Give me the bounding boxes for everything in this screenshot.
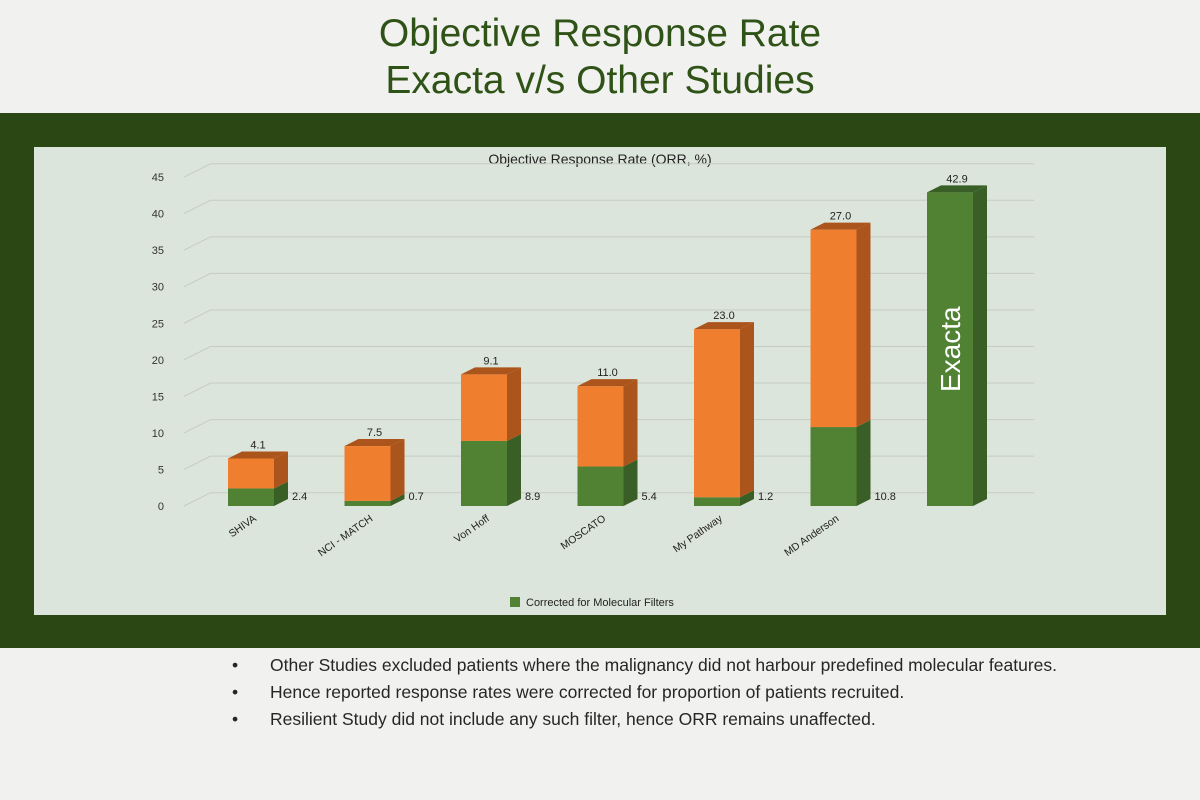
bars xyxy=(228,185,987,506)
category-label: MD Anderson xyxy=(782,513,841,559)
bar-reported xyxy=(577,386,624,467)
note-item: • Other Studies excluded patients where t… xyxy=(230,655,1130,676)
bar-reported xyxy=(461,374,507,441)
bar-reported-side xyxy=(390,439,405,501)
category-label: Von Hoff xyxy=(452,513,492,546)
bar-corrected-side xyxy=(623,459,638,506)
gridline xyxy=(183,236,1034,251)
bar-corrected-side xyxy=(973,185,987,506)
chart-frame: Objective Response Rate (ORR, %) 0 5 10 15 2… xyxy=(0,113,1200,648)
slide-title-line-2: Exacta v/s Other Studies xyxy=(385,59,815,102)
y-axis-ticks: 0 5 10 15 20 25 30 35 40 45 xyxy=(152,172,164,513)
bar-corrected-top xyxy=(927,185,987,193)
data-label-top: 42.9 xyxy=(946,173,967,185)
bar-reported-top xyxy=(694,322,754,330)
bar-reported-top xyxy=(810,222,871,230)
bar-corrected-side xyxy=(390,493,405,506)
bar-reported xyxy=(344,446,391,501)
bar-reported-top xyxy=(577,379,638,387)
orr-bar-chart: Objective Response Rate (ORR, %) 0 5 10 15 2… xyxy=(152,151,1034,609)
bar-corrected xyxy=(927,192,973,506)
slide-title: Objective Response Rate Exacta v/s Other… xyxy=(0,10,1200,104)
legend: Corrected for Molecular Filters xyxy=(510,597,674,609)
data-label-top: 9.1 xyxy=(483,355,498,367)
legend-swatch-corrected xyxy=(510,597,520,607)
data-label-top: 27.0 xyxy=(830,211,851,223)
y-tick-label: 0 xyxy=(158,501,164,513)
y-tick-label: 5 xyxy=(158,464,164,476)
bar-reported-side xyxy=(623,379,638,467)
data-label-side: 5.4 xyxy=(642,491,657,503)
gridline xyxy=(183,419,1034,434)
chart-title: Objective Response Rate (ORR, %) xyxy=(488,151,711,167)
data-label-top: 23.0 xyxy=(713,310,734,322)
slide-title-line-1: Objective Response Rate xyxy=(378,12,822,55)
gridline xyxy=(183,492,1034,507)
data-labels: 4.1 2.4 7.5 0.7 9.1 8.9 11.0 5.4 23.0 1.2 27.0 10.8… xyxy=(250,173,967,503)
y-tick-label: 15 xyxy=(152,391,164,403)
category-label: SHIVA xyxy=(227,513,259,540)
bar-reported-top xyxy=(228,451,288,459)
gridline xyxy=(183,455,1034,470)
bar-reported-side xyxy=(856,222,871,428)
bar-corrected-side xyxy=(507,433,521,506)
y-tick-label: 40 xyxy=(152,209,164,221)
bar-reported-top xyxy=(461,367,521,375)
gridline xyxy=(183,309,1034,324)
gridline xyxy=(183,163,1034,178)
y-tick-label: 25 xyxy=(152,318,164,330)
note-text: Hence reported response rates were corre… xyxy=(270,682,905,702)
note-item: • Resilient Study did not include any suc… xyxy=(230,709,1130,730)
bar-inner-label: Exacta xyxy=(935,306,966,392)
bullet-glyph: • xyxy=(232,682,239,702)
bar-corrected xyxy=(694,497,740,506)
bar-reported xyxy=(694,329,740,498)
bar-reported xyxy=(228,458,274,489)
y-tick-label: 30 xyxy=(152,282,164,294)
gridline xyxy=(183,199,1034,215)
gridline xyxy=(183,272,1034,288)
bullet-glyph: • xyxy=(232,655,239,675)
category-label: MOSCATO xyxy=(559,513,609,553)
bar-corrected xyxy=(228,488,274,506)
note-item: • Hence reported response rates were corr… xyxy=(230,682,1130,703)
data-label-side: 0.7 xyxy=(409,491,424,503)
gridline xyxy=(183,382,1034,397)
y-tick-label: 35 xyxy=(152,245,164,257)
category-label: My Pathway xyxy=(671,512,725,555)
bar-corrected-side xyxy=(740,490,754,506)
data-label-side: 1.2 xyxy=(758,491,773,503)
y-tick-label: 10 xyxy=(152,428,164,440)
data-label-side: 8.9 xyxy=(525,491,540,503)
y-tick-label: 45 xyxy=(152,172,164,184)
bar-corrected-side xyxy=(274,481,288,506)
note-text: Other Studies excluded patients where th… xyxy=(270,655,1057,675)
bullet-glyph: • xyxy=(232,709,239,729)
y-tick-label: 20 xyxy=(152,355,164,367)
gridlines xyxy=(183,163,1034,507)
bar-corrected xyxy=(461,440,507,506)
bar-reported xyxy=(810,229,857,428)
category-labels: SHIVA NCI - MATCH Von Hoff MOSCATO My Pathwa… xyxy=(227,512,842,559)
data-label-side: 10.8 xyxy=(875,491,896,503)
bar-corrected-side xyxy=(856,420,871,506)
notes-list: • Other Studies excluded patients where t… xyxy=(230,655,1130,736)
chart-panel: Objective Response Rate (ORR, %) 0 5 10 15 2… xyxy=(34,147,1166,615)
bar-reported-side xyxy=(740,322,754,498)
bar-reported-side xyxy=(274,451,288,489)
data-label-top: 7.5 xyxy=(367,427,382,439)
bar-corrected xyxy=(810,427,857,506)
bar-corrected xyxy=(344,500,391,506)
data-label-top: 4.1 xyxy=(250,439,265,451)
bar-corrected xyxy=(577,466,624,506)
bar-reported-top xyxy=(344,439,405,447)
note-text: Resilient Study did not include any such… xyxy=(270,709,876,729)
data-label-top: 11.0 xyxy=(597,367,618,379)
gridline xyxy=(183,346,1034,361)
category-label: NCI - MATCH xyxy=(316,513,375,560)
legend-label-corrected: Corrected for Molecular Filters xyxy=(526,597,674,609)
data-label-side: 2.4 xyxy=(292,491,307,503)
bar-reported-side xyxy=(507,367,521,441)
